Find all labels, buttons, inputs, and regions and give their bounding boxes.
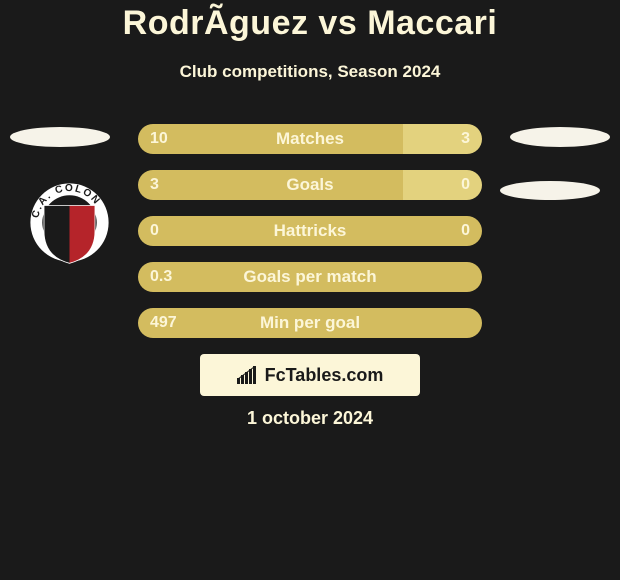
subtitle: Club competitions, Season 2024: [0, 62, 620, 82]
stat-label: Goals: [138, 170, 482, 200]
player2-placeholder-ellipse: [510, 127, 610, 147]
stat-label: Hattricks: [138, 216, 482, 246]
stat-row: 30Goals: [138, 170, 482, 200]
stat-row: 103Matches: [138, 124, 482, 154]
stat-label: Matches: [138, 124, 482, 154]
stat-label: Min per goal: [138, 308, 482, 338]
stat-row: 00Hattricks: [138, 216, 482, 246]
player2-club-placeholder-ellipse: [500, 181, 600, 200]
stat-row: 0.3Goals per match: [138, 262, 482, 292]
player1-placeholder-ellipse: [10, 127, 110, 147]
page-title: RodrÃ­guez vs Maccari: [0, 4, 620, 43]
brand-pill[interactable]: FcTables.com: [200, 354, 420, 396]
bar-chart-icon: [237, 366, 259, 384]
comparison-infographic: RodrÃ­guez vs Maccari Club competitions,…: [0, 0, 620, 580]
player1-club-shield-icon: C.A. COLON: [27, 180, 112, 265]
stat-label: Goals per match: [138, 262, 482, 292]
stat-row: 497Min per goal: [138, 308, 482, 338]
brand-text: FcTables.com: [265, 365, 384, 386]
date-text: 1 october 2024: [0, 408, 620, 429]
